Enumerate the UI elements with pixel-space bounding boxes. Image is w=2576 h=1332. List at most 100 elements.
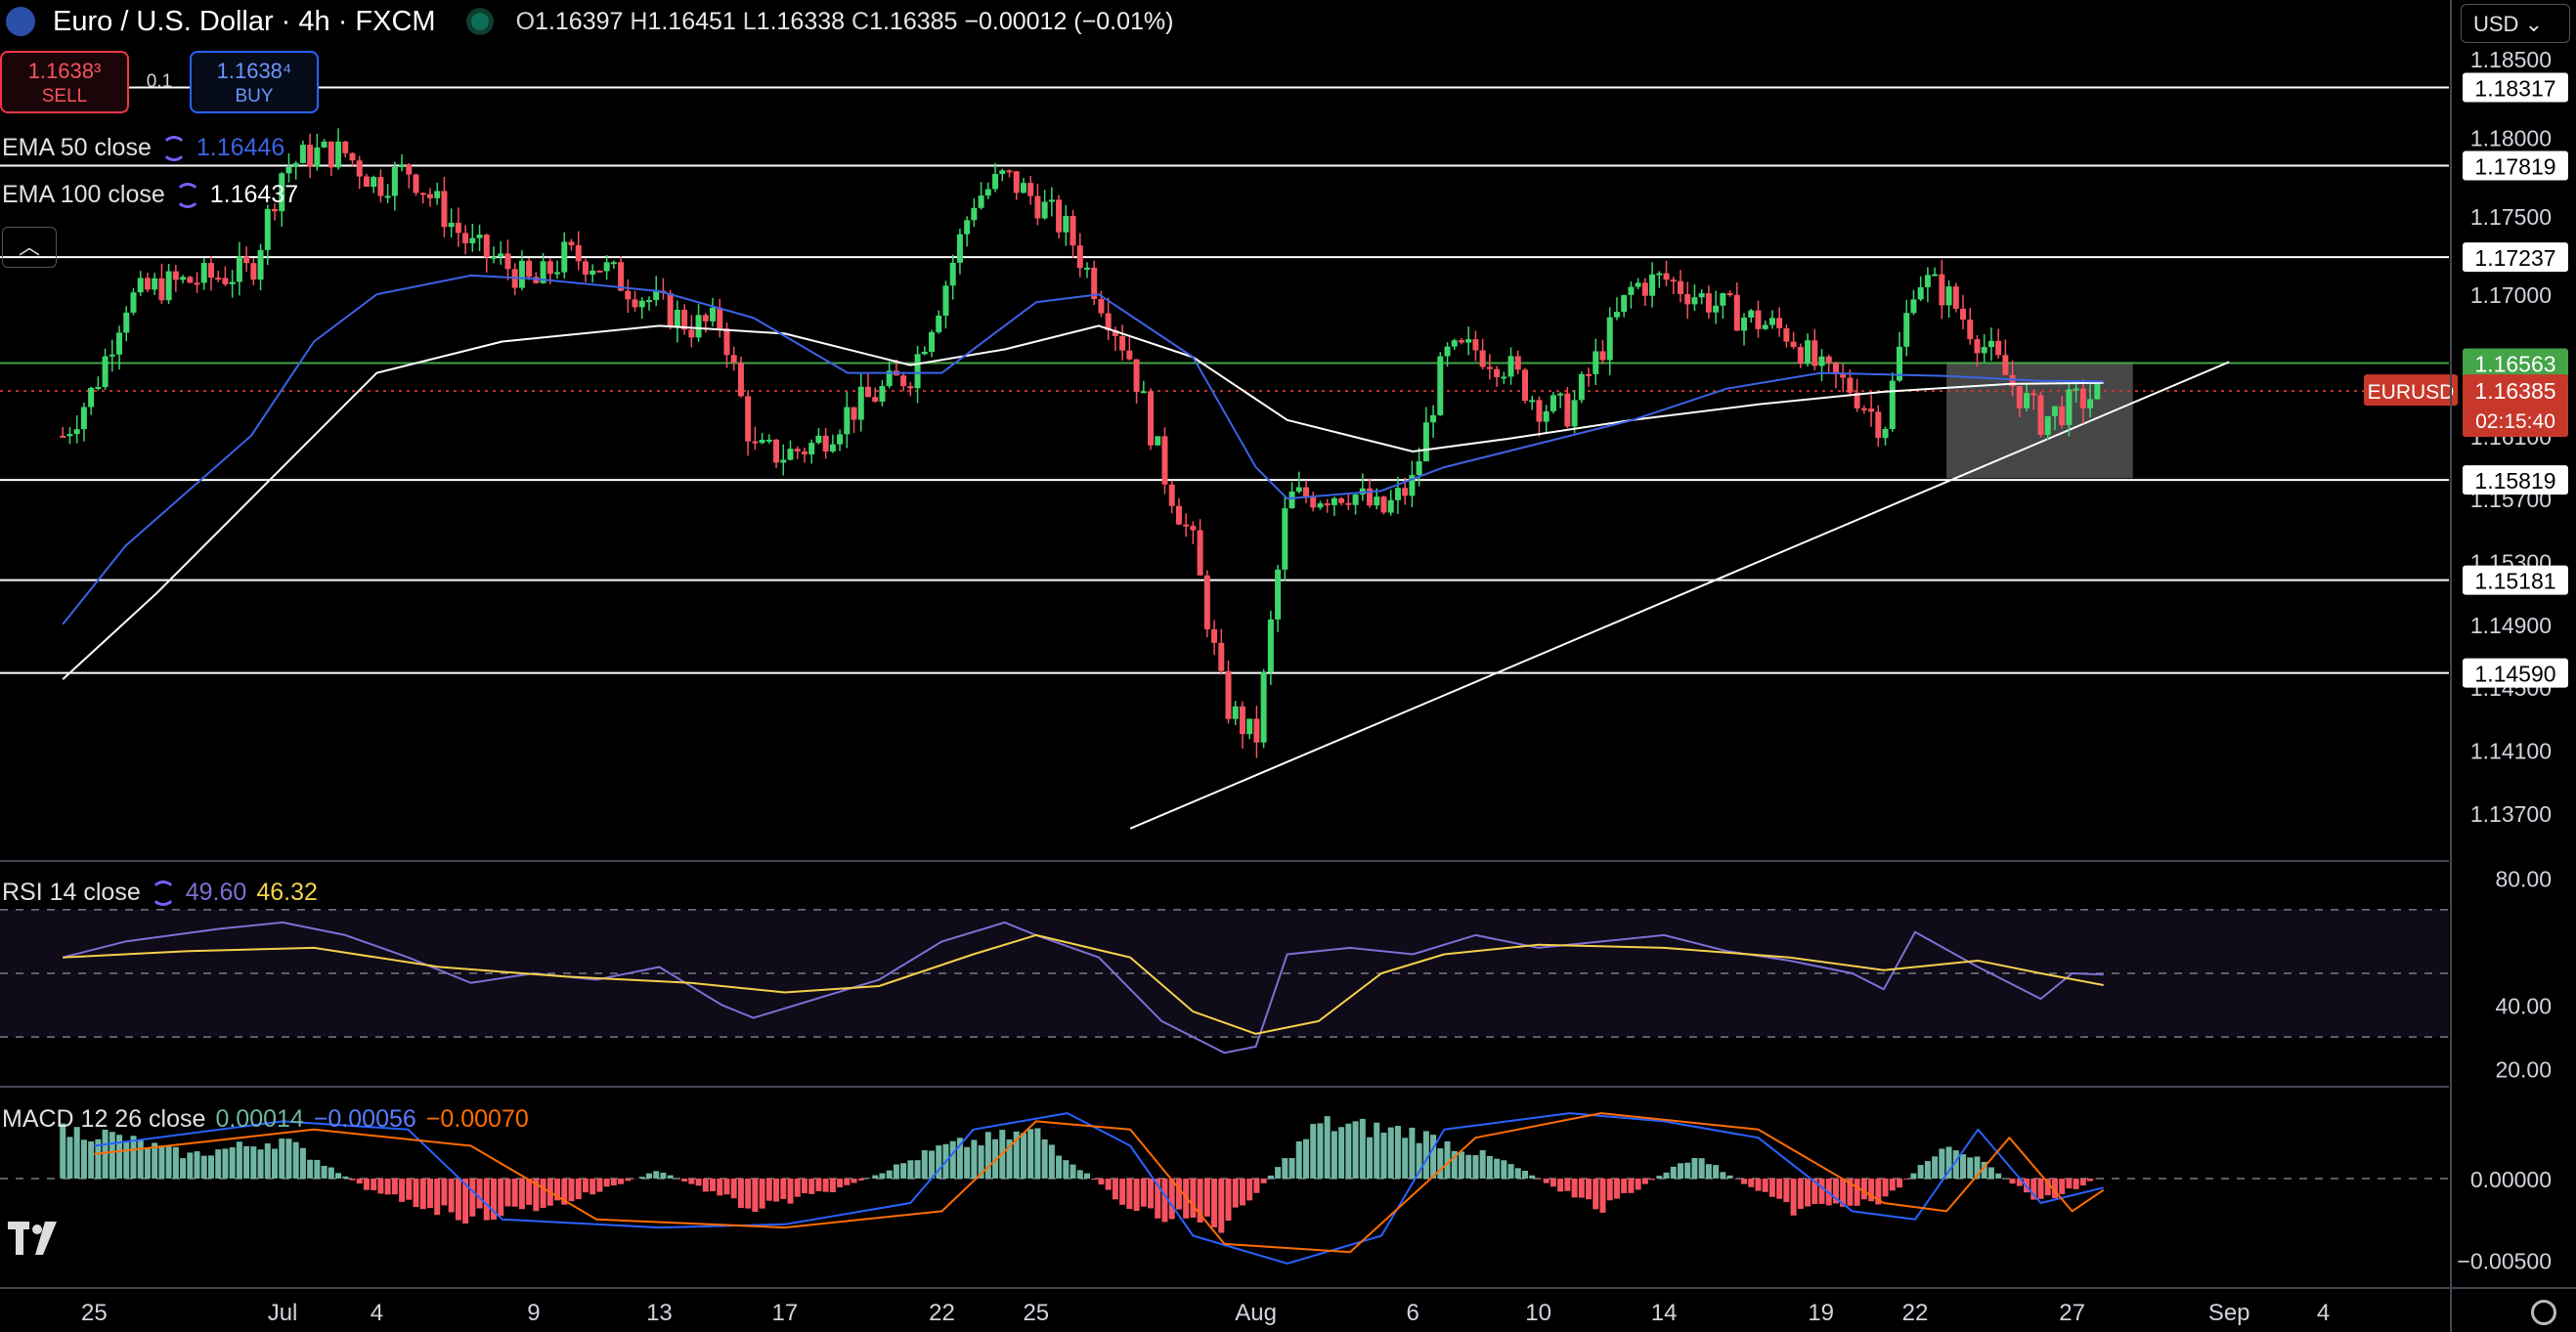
price-tick-label: 1.14900: [2470, 613, 2552, 638]
macd-hist-bar: [1239, 1178, 1245, 1206]
candle: [272, 208, 279, 212]
macd-hist-bar: [1409, 1127, 1416, 1179]
candle: [1105, 313, 1112, 331]
currency-selector[interactable]: USD ⌄: [2461, 4, 2570, 43]
candle: [1677, 280, 1683, 294]
candle: [688, 329, 695, 338]
price-tick-label: 1.17500: [2470, 204, 2552, 230]
candle: [1260, 671, 1267, 743]
candle: [377, 177, 384, 196]
candle: [187, 277, 194, 283]
candle: [180, 277, 187, 280]
candle: [546, 261, 553, 275]
candle: [730, 355, 737, 364]
candle: [1812, 340, 1818, 366]
macd-hist-bar: [533, 1178, 540, 1212]
macd-hist-bar: [1656, 1176, 1663, 1179]
candle: [1168, 484, 1175, 506]
candle: [1974, 339, 1981, 354]
sell-button[interactable]: 1.1638³ SELL: [0, 51, 129, 113]
macd-hist-bar: [984, 1132, 991, 1179]
candle: [349, 152, 356, 161]
candle: [1720, 293, 1726, 306]
candle: [1593, 351, 1599, 374]
macd-hist-bar: [1670, 1166, 1677, 1179]
candle: [710, 307, 717, 322]
macd-hist-bar: [1133, 1178, 1140, 1212]
chevron-down-icon: ⌄: [2524, 12, 2544, 36]
macd-hist-bar: [1380, 1132, 1387, 1179]
macd-hist-bar: [1705, 1164, 1712, 1179]
candle: [1755, 310, 1762, 329]
rsi-tick-label: 20.00: [2495, 1057, 2552, 1083]
macd-hist-bar: [1514, 1168, 1521, 1179]
buy-button[interactable]: 1.1638⁴ BUY: [190, 51, 319, 113]
ema50-legend[interactable]: EMA 50 close 1.16446: [2, 134, 285, 161]
candle: [2051, 406, 2058, 416]
candle: [936, 315, 942, 332]
candle: [1374, 496, 1380, 506]
macd-hist-bar: [434, 1178, 441, 1216]
candle: [1586, 373, 1593, 376]
macd-hist-bar: [1267, 1175, 1274, 1179]
macd-hist-bar: [2087, 1178, 2094, 1182]
rsi-tick-label: 40.00: [2495, 994, 2552, 1019]
macd-hist-bar: [1331, 1131, 1337, 1179]
refresh-icon: [150, 880, 176, 906]
macd-hist-bar: [723, 1178, 730, 1195]
macd-hist-bar: [653, 1171, 660, 1179]
candle: [327, 141, 334, 168]
macd-hist-bar: [406, 1178, 413, 1200]
candle: [723, 328, 730, 356]
candle: [1437, 356, 1444, 415]
candle: [2094, 381, 2101, 400]
macd-hist-bar: [1070, 1164, 1076, 1179]
candle: [1083, 267, 1090, 270]
macd-hist-bar: [1995, 1173, 2002, 1179]
macd-hist-bar: [1593, 1178, 1599, 1210]
candle: [1465, 339, 1472, 343]
level-label-box: [2463, 565, 2568, 595]
level-label-box: [2463, 150, 2568, 181]
macd-hist-bar: [992, 1139, 999, 1179]
level-label-box: [2463, 658, 2568, 688]
candle: [1529, 400, 1536, 403]
candle: [1691, 297, 1698, 305]
macd-hist-bar: [893, 1164, 899, 1179]
candle: [2037, 395, 2044, 436]
candle: [363, 176, 370, 188]
macd-hist-bar: [292, 1141, 299, 1179]
gear-icon[interactable]: [2531, 1300, 2556, 1325]
candle: [1317, 503, 1324, 508]
collapse-legend-button[interactable]: ︿: [2, 227, 57, 268]
candle: [1628, 286, 1635, 295]
macd-hist-bar: [526, 1178, 533, 1205]
candle: [236, 256, 242, 282]
macd-hist-bar: [1282, 1158, 1288, 1179]
macd-legend[interactable]: MACD 12 26 close 0.00014 −0.00056 −0.000…: [2, 1105, 529, 1133]
macd-hist-bar: [837, 1178, 844, 1187]
macd-hist-bar: [243, 1145, 250, 1179]
candle: [575, 244, 582, 262]
candle: [1203, 575, 1210, 629]
candle: [483, 235, 490, 258]
macd-hist-bar: [1218, 1178, 1225, 1233]
symbol-title[interactable]: Euro / U.S. Dollar · 4h · FXCM: [53, 5, 436, 37]
candle: [137, 278, 144, 293]
macd-hist-bar: [1720, 1172, 1726, 1179]
macd-hist-bar: [1606, 1178, 1613, 1201]
macd-hist-bar: [1805, 1178, 1812, 1207]
candle: [469, 237, 476, 243]
chart-header: Euro / U.S. Dollar · 4h · FXCM O1.16397 …: [0, 0, 1173, 43]
ema100-legend[interactable]: EMA 100 close 1.16437: [2, 181, 299, 208]
candle: [2016, 386, 2023, 408]
rsi-legend[interactable]: RSI 14 close 49.60 46.32: [2, 879, 318, 906]
candle: [1522, 369, 1529, 401]
candle: [625, 290, 632, 300]
candle: [1253, 718, 1260, 743]
macd-hist-bar: [307, 1159, 314, 1179]
time-tick-label: 13: [646, 1300, 673, 1326]
candle: [1422, 422, 1429, 462]
macd-hist-bar: [561, 1178, 568, 1205]
